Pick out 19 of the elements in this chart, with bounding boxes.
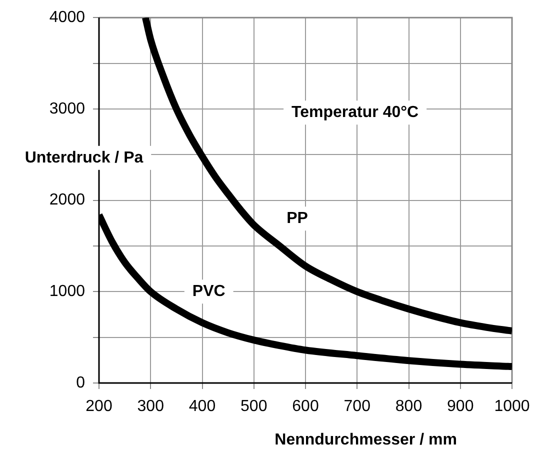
annotation: Temperatur 40°C bbox=[292, 104, 420, 122]
x-tick-label: 600 bbox=[292, 398, 319, 416]
x-tick-label: 200 bbox=[86, 398, 112, 416]
y-tick-label: 2000 bbox=[49, 192, 86, 209]
y-tick-label: 0 bbox=[76, 374, 86, 392]
series-label: PP bbox=[286, 210, 308, 227]
x-tick-label: 1000 bbox=[494, 398, 530, 416]
y-axis-title: Unterdruck / Pa bbox=[24, 149, 144, 166]
y-tick-label: 4000 bbox=[49, 9, 86, 26]
x-tick-label: 500 bbox=[240, 398, 268, 416]
x-tick-label: 300 bbox=[137, 398, 164, 416]
x-tick-label: 400 bbox=[188, 398, 216, 416]
y-tick-label: 3000 bbox=[49, 100, 86, 118]
x-axis-title: Nenndurchmesser / mm bbox=[274, 431, 457, 448]
x-tick-label: 700 bbox=[344, 398, 371, 416]
y-tick-label: 1000 bbox=[49, 283, 86, 300]
x-tick-label: 900 bbox=[447, 398, 474, 416]
x-tick-label: 800 bbox=[395, 398, 422, 416]
series-label: PVC bbox=[192, 283, 226, 300]
